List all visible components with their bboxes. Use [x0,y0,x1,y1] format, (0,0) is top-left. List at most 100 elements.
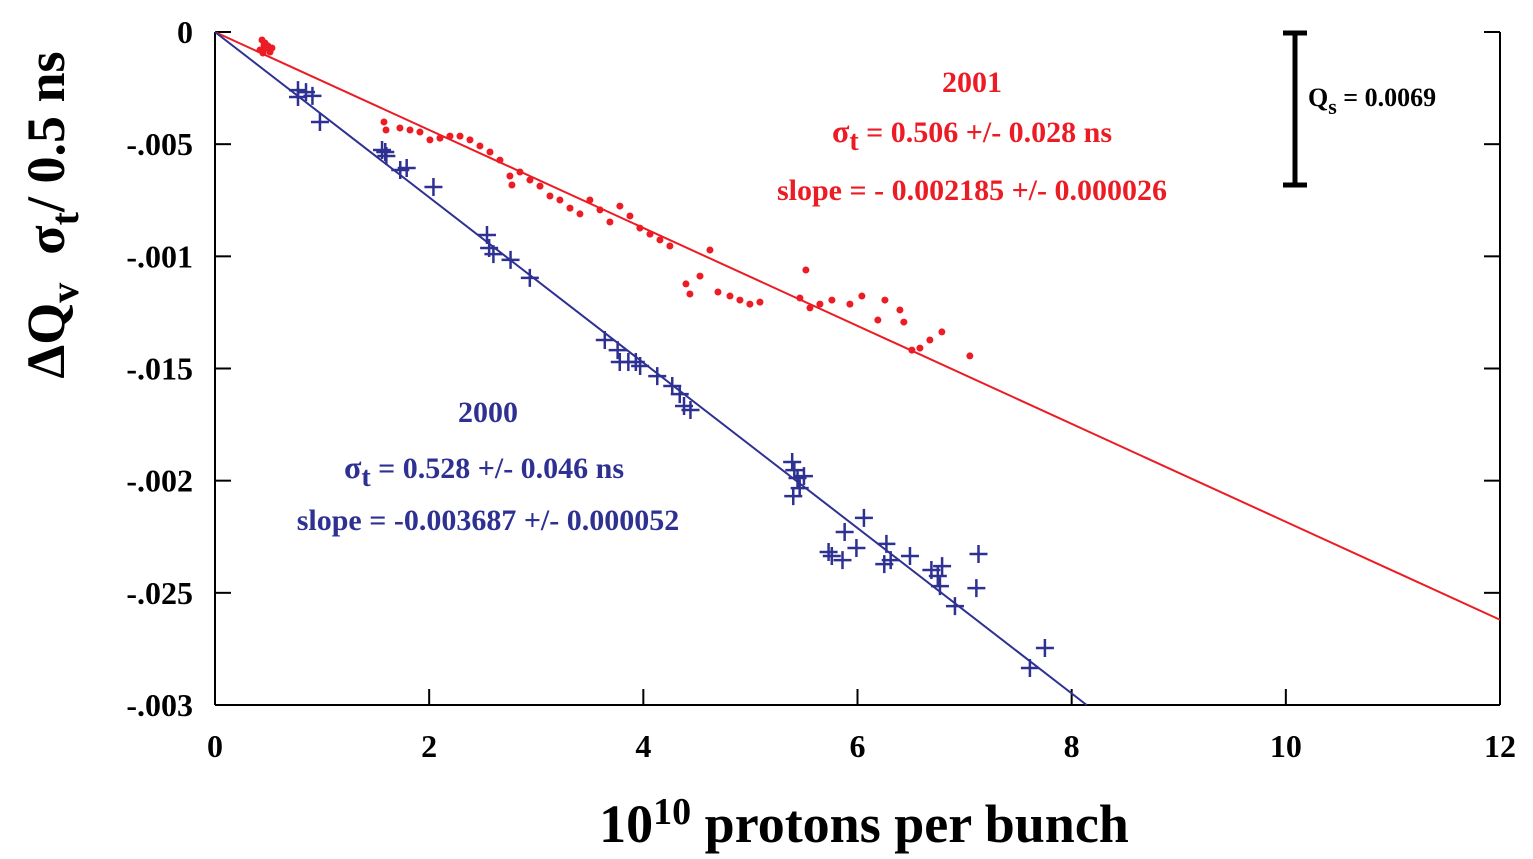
data-point [828,296,836,304]
data-point [606,218,614,226]
y-axis-label: ΔQv σt/ 0.5 ns [16,51,87,378]
data-point [406,126,414,134]
y-label-sub: t [42,211,87,225]
data-point [794,467,813,486]
data-point [268,44,276,52]
data-point [261,39,269,47]
data-point [526,176,534,184]
data-point [631,357,650,376]
data-point [520,268,539,287]
data-point [259,49,267,57]
scale-bar-text: = 0.0069 [1337,83,1436,112]
data-point [416,128,424,136]
data-point [736,296,744,304]
y-label-delta: ΔQ [16,303,76,379]
data-point [382,126,390,134]
data-point [726,292,734,300]
data-point [486,148,494,156]
y-tick-label: 0 [177,14,193,50]
sigma-symbol: σ [344,449,362,485]
data-point [508,181,516,189]
data-point [546,192,554,200]
data-point [696,272,704,280]
data-point [796,294,804,302]
data-point [636,224,644,232]
y-tick-label: -.003 [126,687,193,723]
data-point [456,132,464,140]
data-point [1035,639,1054,658]
series-annotation: 2000 σt = 0.528 +/- 0.046 ns slope = -0.… [297,396,680,537]
sigma-label: σt = 0.528 +/- 0.046 ns [344,449,624,493]
scale-bar [1283,30,1307,188]
fit-line [214,31,1501,621]
x-tick-label: 10 [1270,728,1302,764]
sigma-sub: t [361,462,371,493]
x-axis-label: 1010 protons per bunch [599,791,1129,854]
data-point [377,147,396,166]
data-point [847,538,866,557]
sigma-text: = 0.506 +/- 0.028 ns [859,116,1112,149]
data-point [682,280,690,288]
data-point [969,545,988,564]
data-point [790,479,809,498]
y-tick-label: -.025 [126,575,193,611]
data-point [900,318,908,326]
data-point [646,230,654,238]
data-point [877,534,896,553]
data-point [596,206,604,214]
data-point [900,547,919,566]
data-point [896,306,904,314]
data-point [819,543,838,562]
x-label-text: protons per bunch [691,794,1129,854]
slope-label: slope = -0.003687 +/- 0.000052 [297,504,680,537]
y-tick-label: -.005 [126,126,193,162]
data-point [466,136,474,144]
data-point [833,551,852,570]
data-point [663,376,682,395]
data-point [380,118,388,126]
series-name: 2000 [458,396,518,429]
data-point [496,156,504,164]
data-point [436,134,444,142]
data-point [930,577,949,596]
data-point [938,328,946,336]
data-point [881,296,889,304]
data-point [858,292,866,300]
data-point [806,304,814,312]
data-point [967,579,986,598]
data-point [756,298,764,306]
data-point [397,158,416,177]
y-tick-label: -.001 [126,238,193,274]
x-label-power: 10 [653,791,691,833]
data-point [476,142,484,150]
data-point [595,331,614,350]
data-point [576,210,584,218]
scale-bar-label: Qs = 0.0069 [1308,83,1436,119]
data-point [516,168,524,176]
data-point [714,288,722,296]
slope-label: slope = - 0.002185 +/- 0.000026 [777,174,1167,207]
x-tick-label: 8 [1064,728,1080,764]
data-point [626,212,634,220]
data-point [506,172,514,180]
data-point [785,461,804,480]
y-label-sub: v [42,283,87,303]
data-point [536,182,544,190]
sigma-label: σt = 0.506 +/- 0.028 ns [832,113,1112,157]
data-point [783,453,802,472]
fit-line [214,31,1088,706]
data-point [874,316,882,324]
data-point [626,352,645,371]
data-point [1020,658,1039,677]
x-label-base: 10 [599,794,653,854]
data-point [945,597,964,616]
data-point [670,385,689,404]
data-point [933,557,952,576]
data-point [288,88,307,107]
scale-bar-symbol: Q [1308,83,1328,112]
data-point [835,523,854,542]
x-tick-label: 12 [1484,728,1516,764]
data-point [426,136,434,144]
data-point [846,300,854,308]
